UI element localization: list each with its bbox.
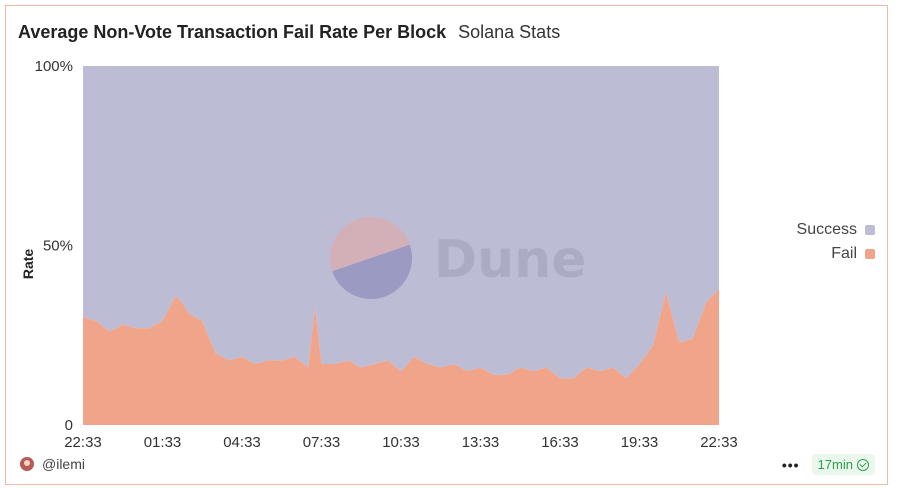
x-tick-label: 22:33 — [700, 434, 738, 451]
legend: Success Fail — [797, 218, 875, 266]
plot-area — [83, 66, 719, 425]
y-tick-label: 100% — [35, 58, 73, 75]
legend-label-success: Success — [796, 221, 857, 238]
chart-card: Average Non-Vote Transaction Fail Rate P… — [5, 5, 888, 485]
dune-logo-slice — [332, 244, 412, 299]
x-tick-label: 22:33 — [64, 434, 102, 451]
chart-area: Dune 0 50% 100% 22:33 01:33 04:33 07:33 10:33 1… — [6, 6, 889, 486]
dune-watermark-text: Dune — [434, 230, 586, 290]
x-tick-label: 19:33 — [621, 434, 659, 451]
series-area-success[interactable] — [83, 66, 719, 379]
x-tick-label: 01:33 — [144, 434, 182, 451]
refresh-status-badge[interactable]: 17min — [811, 454, 875, 475]
footer-actions: ••• 17min — [782, 454, 875, 475]
chart-title: Average Non-Vote Transaction Fail Rate P… — [18, 22, 447, 42]
y-tick-label: 50% — [43, 238, 73, 255]
dune-watermark: Dune — [330, 217, 586, 299]
area-chart: Dune 0 50% 100% 22:33 01:33 04:33 07:33 10:33 1… — [20, 58, 738, 451]
series-area-fail[interactable] — [83, 288, 719, 425]
legend-swatch-fail — [865, 249, 875, 259]
refresh-age: 17min — [817, 457, 853, 472]
legend-swatch-success — [865, 225, 875, 235]
check-circle-icon — [857, 458, 869, 471]
author-name: @ilemi — [42, 456, 85, 472]
x-axis: 22:33 01:33 04:33 07:33 10:33 13:33 16:33 19:33… — [64, 434, 738, 451]
x-tick-label: 04:33 — [223, 434, 261, 451]
y-axis: 0 50% 100% — [35, 58, 73, 434]
x-tick-label: 13:33 — [462, 434, 500, 451]
x-tick-label: 10:33 — [382, 434, 420, 451]
x-tick-label: 07:33 — [303, 434, 341, 451]
x-tick-label: 16:33 — [541, 434, 579, 451]
legend-label-fail: Fail — [831, 245, 857, 262]
y-tick-label: 0 — [65, 417, 73, 434]
more-options-button[interactable]: ••• — [781, 456, 800, 473]
legend-item-success[interactable]: Success — [797, 218, 875, 242]
legend-item-fail[interactable]: Fail — [797, 242, 875, 266]
avatar — [20, 457, 34, 471]
author-link[interactable]: @ilemi — [20, 456, 85, 472]
y-axis-label: Rate — [20, 249, 36, 280]
chart-header: Average Non-Vote Transaction Fail Rate P… — [18, 22, 560, 43]
dashboard-name[interactable]: Solana Stats — [458, 22, 561, 42]
